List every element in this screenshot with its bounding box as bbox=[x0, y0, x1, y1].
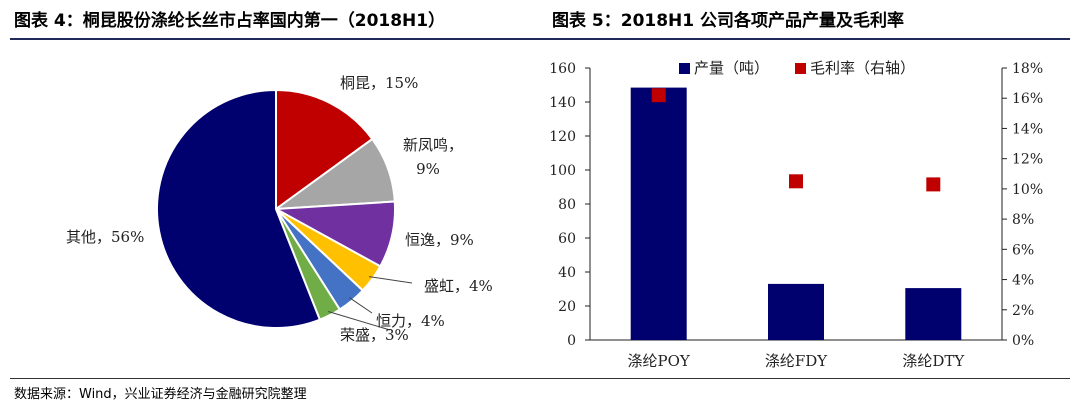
left-tick-label: 160 bbox=[549, 61, 576, 77]
header-rule bbox=[10, 38, 1070, 40]
right-tick-label: 6% bbox=[1012, 242, 1034, 258]
category-label-0: 涤纶POY bbox=[628, 352, 691, 370]
pie-leader-line-4 bbox=[349, 297, 373, 314]
pie-slice-6 bbox=[155, 88, 322, 329]
source-note: 数据来源：Wind，兴业证券经济与金融研究院整理 bbox=[14, 387, 307, 402]
pie-leader-line-5 bbox=[328, 311, 391, 331]
footer-rule bbox=[10, 378, 1070, 379]
pie-leader-line-3 bbox=[368, 276, 413, 284]
pie-label-2: 9% bbox=[416, 160, 440, 178]
right-tick-label: 12% bbox=[1012, 152, 1043, 168]
bar-chart: 0 20 40 60 80 100 120 140 160 0% 2% 4% 6% 8% 10% 12% 14%… bbox=[549, 59, 1043, 370]
left-tick-label: 20 bbox=[558, 299, 576, 315]
bar-1 bbox=[768, 283, 824, 340]
right-tick-label: 4% bbox=[1012, 273, 1034, 289]
left-tick-label: 40 bbox=[558, 265, 576, 281]
margin-marker-2 bbox=[926, 177, 941, 192]
pie-label-6: 荣盛，3% bbox=[340, 326, 409, 344]
pie-label-3: 恒逸，9% bbox=[405, 231, 474, 249]
left-figure-title: 图表 4：桐昆股份涤纶长丝市占率国内第一（2018H1） bbox=[14, 11, 446, 31]
right-tick-label: 8% bbox=[1012, 212, 1034, 228]
pie-label-1: 新凤鸣， bbox=[403, 136, 463, 154]
pie-chart: 桐昆，15% 新凤鸣， 9% 恒逸，9% 盛虹，4% 恒力，4%荣盛，3% 其他，56% bbox=[66, 74, 493, 344]
right-tick-label: 18% bbox=[1012, 61, 1043, 77]
margin-marker-1 bbox=[789, 174, 803, 189]
right-tick-label: 14% bbox=[1012, 121, 1043, 137]
legend-swatch-margin bbox=[795, 63, 806, 74]
left-tick-label: 0 bbox=[567, 333, 576, 349]
legend-swatch-production bbox=[679, 63, 690, 74]
legend-label-margin: 毛利率（右轴） bbox=[810, 59, 915, 77]
left-tick-label: 140 bbox=[549, 95, 576, 111]
right-tick-label: 10% bbox=[1012, 182, 1043, 198]
pie-label-5: 恒力，4% bbox=[376, 312, 445, 330]
right-tick-label: 2% bbox=[1012, 303, 1034, 319]
right-figure-title: 图表 5：2018H1 公司各项产品产量及毛利率 bbox=[552, 11, 905, 31]
pie-label-7: 其他，56% bbox=[66, 228, 144, 246]
category-label-1: 涤纶FDY bbox=[765, 352, 828, 370]
category-label-2: 涤纶DTY bbox=[902, 352, 965, 370]
left-tick-label: 80 bbox=[558, 197, 576, 213]
left-tick-label: 120 bbox=[549, 129, 576, 145]
pie-slice-0 bbox=[275, 88, 374, 211]
right-tick-label: 16% bbox=[1012, 91, 1043, 107]
right-tick-label: 0% bbox=[1012, 333, 1034, 349]
bar-2 bbox=[905, 288, 962, 340]
pie-label-4: 盛虹，4% bbox=[424, 277, 493, 295]
left-tick-label: 100 bbox=[549, 163, 576, 179]
legend-label-production: 产量（吨） bbox=[694, 59, 769, 77]
pie-label-0: 桐昆，15% bbox=[340, 74, 418, 92]
left-tick-label: 60 bbox=[558, 231, 576, 247]
bar-0 bbox=[630, 87, 687, 340]
margin-marker-0 bbox=[651, 88, 666, 103]
